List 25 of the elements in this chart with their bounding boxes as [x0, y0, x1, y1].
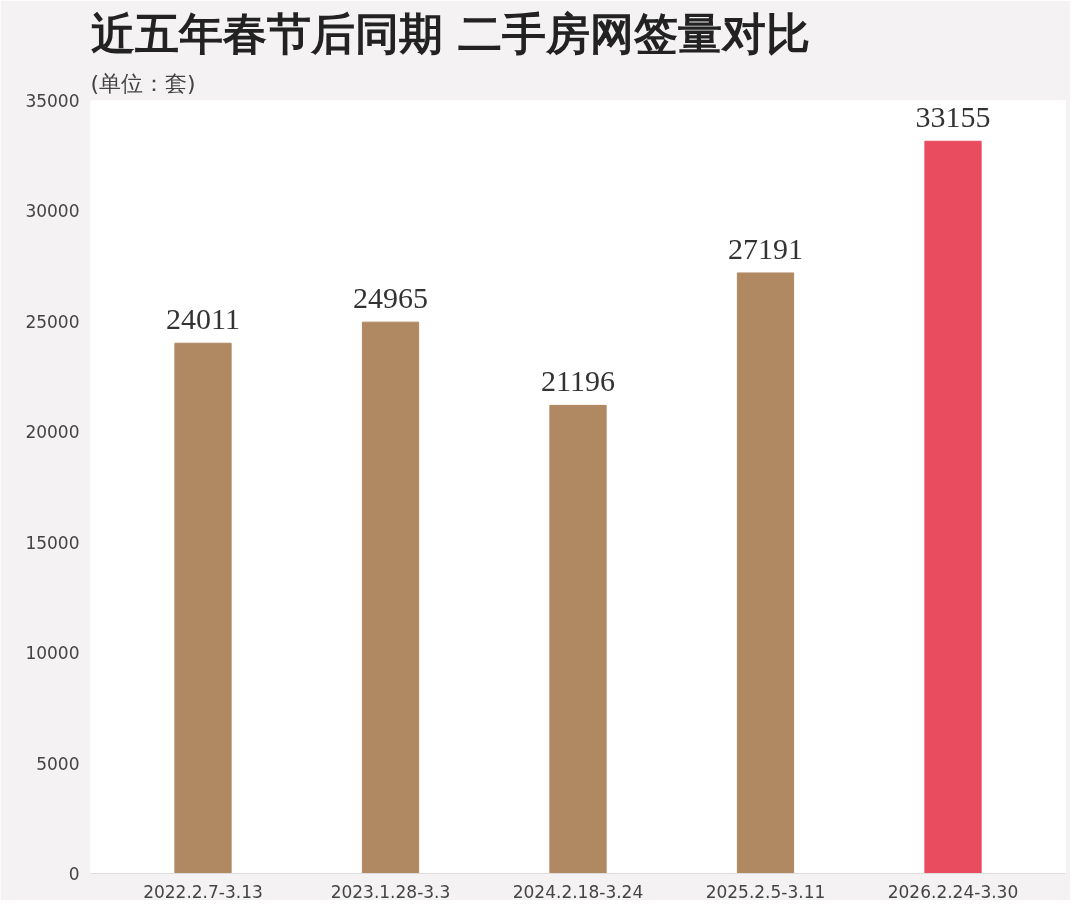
x-tick-label: 2026.2.24-3.30: [887, 881, 1019, 902]
y-tick-label: 15000: [25, 532, 80, 553]
y-tick-label: 20000: [25, 422, 80, 443]
data-label: 21196: [541, 364, 615, 398]
chart-subtitle: (单位：套): [90, 70, 196, 96]
data-label: 33155: [915, 100, 991, 134]
data-label: 24965: [353, 281, 428, 315]
x-tick-label: 2022.2.7-3.13: [143, 881, 263, 902]
bar: [549, 404, 607, 874]
y-tick-label: 25000: [25, 311, 80, 332]
x-tick-label: 2024.2.18-3.24: [512, 881, 644, 902]
data-label: 24011: [166, 302, 240, 336]
x-tick-label: 2025.2.5-3.11: [705, 881, 826, 902]
y-tick-label: 0: [68, 864, 80, 884]
y-tick-label: 30000: [25, 201, 80, 222]
bar: [736, 272, 795, 874]
y-tick-label: 10000: [25, 643, 80, 664]
bar: [174, 342, 232, 874]
bar: [361, 321, 420, 874]
bar: [924, 140, 982, 874]
x-tick-label: 2023.1.28-3.3: [330, 881, 451, 902]
chart-title: 近五年春节后同期 二手房网签量对比: [90, 7, 810, 59]
data-label: 27191: [728, 231, 803, 265]
y-tick-label: 5000: [36, 753, 80, 774]
y-tick-label: 35000: [25, 91, 80, 111]
